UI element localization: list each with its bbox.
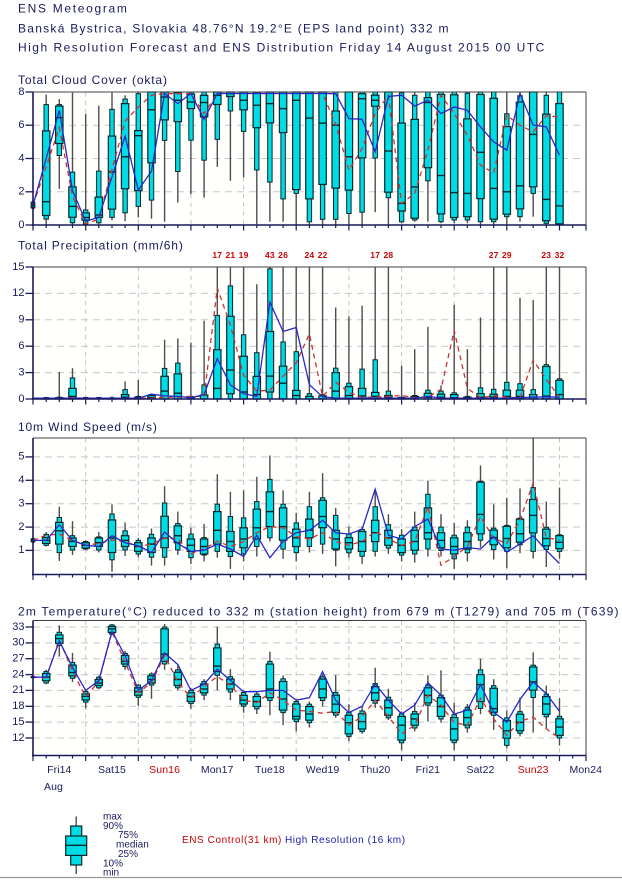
svg-text:25%: 25% — [118, 849, 138, 860]
svg-text:max: max — [103, 811, 122, 822]
svg-text:4: 4 — [18, 474, 24, 486]
svg-text:Mon17: Mon17 — [201, 764, 234, 776]
svg-text:2m Temperature(°C) reduced to: 2m Temperature(°C) reduced to 332 m (sta… — [18, 604, 620, 618]
svg-text:5: 5 — [18, 451, 24, 463]
svg-text:10%: 10% — [103, 858, 123, 869]
svg-text:0: 0 — [18, 393, 24, 405]
svg-text:Sat15: Sat15 — [98, 764, 126, 776]
svg-text:33: 33 — [12, 621, 24, 633]
svg-text:High Resolution (16 km): High Resolution (16 km) — [285, 835, 406, 846]
svg-text:3: 3 — [18, 366, 24, 378]
svg-text:32: 32 — [555, 250, 565, 260]
svg-text:23: 23 — [541, 250, 551, 260]
svg-text:17: 17 — [370, 250, 380, 260]
svg-text:18: 18 — [12, 700, 24, 712]
svg-text:6: 6 — [18, 340, 24, 352]
svg-text:min: min — [103, 868, 119, 879]
svg-text:8: 8 — [18, 86, 24, 98]
svg-text:24: 24 — [12, 668, 24, 680]
svg-text:22: 22 — [318, 250, 328, 260]
svg-text:0: 0 — [18, 219, 24, 231]
svg-text:Fri21: Fri21 — [416, 764, 440, 776]
svg-text:Sun16: Sun16 — [149, 764, 180, 776]
svg-text:ENS Control(31 km): ENS Control(31 km) — [182, 835, 282, 846]
svg-text:9: 9 — [18, 314, 24, 326]
svg-text:Thu20: Thu20 — [360, 764, 390, 776]
svg-text:27: 27 — [489, 250, 499, 260]
svg-text:15: 15 — [12, 261, 24, 273]
svg-text:Wed19: Wed19 — [306, 764, 340, 776]
svg-text:1: 1 — [18, 544, 24, 556]
svg-text:Aug: Aug — [44, 781, 63, 793]
svg-text:Mon24: Mon24 — [569, 764, 602, 776]
svg-text:High Resolution Forecast and E: High Resolution Forecast and ENS Distrib… — [18, 40, 546, 54]
svg-text:6: 6 — [18, 119, 24, 131]
svg-text:Banská Bystrica, Slovakia 48.7: Banská Bystrica, Slovakia 48.76°N 19.2°E… — [18, 21, 450, 35]
svg-text:Fri14: Fri14 — [47, 764, 71, 776]
svg-text:21: 21 — [12, 684, 24, 696]
svg-text:19: 19 — [239, 250, 249, 260]
svg-text:27: 27 — [12, 653, 24, 665]
svg-text:24: 24 — [304, 250, 314, 260]
svg-text:2: 2 — [18, 521, 24, 533]
svg-text:12: 12 — [12, 287, 24, 299]
svg-text:12: 12 — [12, 732, 24, 744]
svg-text:29: 29 — [502, 250, 512, 260]
svg-text:28: 28 — [383, 250, 393, 260]
svg-text:Sun23: Sun23 — [518, 764, 549, 776]
svg-text:Sat22: Sat22 — [467, 764, 495, 776]
svg-text:15: 15 — [12, 716, 24, 728]
svg-text:Total Precipitation (mm/6h): Total Precipitation (mm/6h) — [18, 238, 184, 252]
svg-text:median: median — [116, 840, 149, 851]
svg-text:10m Wind Speed (m/s): 10m Wind Speed (m/s) — [18, 420, 158, 434]
svg-text:43: 43 — [265, 250, 275, 260]
svg-text:21: 21 — [225, 250, 235, 260]
svg-text:3: 3 — [18, 498, 24, 510]
svg-text:75%: 75% — [118, 830, 138, 841]
svg-text:26: 26 — [278, 250, 288, 260]
svg-text:90%: 90% — [103, 821, 123, 832]
svg-text:Tue18: Tue18 — [255, 764, 285, 776]
svg-text:4: 4 — [18, 152, 24, 164]
svg-text:30: 30 — [12, 637, 24, 649]
svg-text:Total Cloud Cover (okta): Total Cloud Cover (okta) — [18, 73, 168, 87]
svg-text:ENS Meteogram: ENS Meteogram — [18, 2, 129, 16]
svg-text:17: 17 — [212, 250, 222, 260]
svg-text:2: 2 — [18, 186, 24, 198]
